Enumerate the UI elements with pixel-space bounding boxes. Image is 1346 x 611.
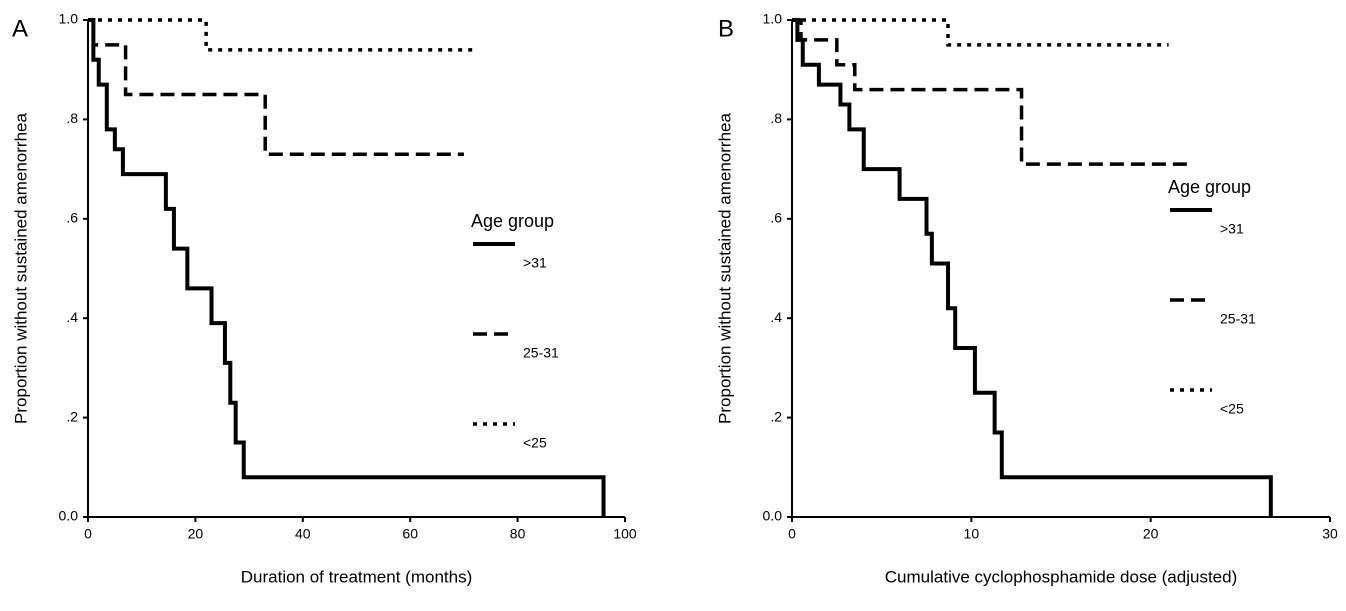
y-tick-label: .4	[66, 309, 78, 325]
y-tick-label: .6	[770, 210, 782, 226]
y-tick-label: .6	[66, 210, 78, 226]
survival-curve	[88, 18, 464, 156]
legend-label: >31	[1220, 221, 1244, 237]
panel-label: B	[718, 15, 734, 42]
x-tick-label: 20	[1143, 526, 1159, 542]
x-axis-label: Cumulative cyclophosphamide dose (adjust…	[885, 567, 1237, 586]
legend-label: 25-31	[523, 345, 559, 361]
y-tick-label: .2	[770, 408, 782, 424]
legend-label: <25	[523, 435, 547, 451]
y-tick-label: 1.0	[59, 11, 79, 27]
y-tick-label: .8	[770, 110, 782, 126]
legend-title: Age group	[471, 211, 554, 231]
y-tick-label: .8	[66, 110, 78, 126]
survival-curve	[792, 18, 1169, 47]
x-tick-label: 20	[188, 526, 204, 542]
survival-curve	[792, 18, 1273, 517]
legend-label: <25	[1220, 401, 1244, 417]
legend-label: 25-31	[1220, 311, 1256, 327]
legend-title: Age group	[1168, 177, 1251, 197]
survival-curve	[792, 18, 1191, 166]
x-tick-label: 100	[613, 526, 637, 542]
y-tick-label: .4	[770, 309, 782, 325]
x-tick-label: 80	[510, 526, 526, 542]
survival-curve	[88, 18, 606, 517]
x-tick-label: 10	[964, 526, 980, 542]
x-axis-label: Duration of treatment (months)	[241, 567, 472, 586]
x-tick-label: 40	[295, 526, 311, 542]
x-tick-label: 0	[84, 526, 92, 542]
legend-label: >31	[523, 255, 547, 271]
x-tick-label: 30	[1322, 526, 1338, 542]
y-axis-label: Proportion without sustained amenorrhea	[715, 113, 734, 424]
y-tick-label: 1.0	[763, 11, 783, 27]
y-tick-label: 0.0	[59, 508, 79, 524]
panel-label: A	[12, 15, 28, 42]
x-tick-label: 0	[788, 526, 796, 542]
y-tick-label: 0.0	[763, 508, 783, 524]
survival-curve	[88, 18, 475, 52]
x-tick-label: 60	[402, 526, 418, 542]
y-axis-label: Proportion without sustained amenorrhea	[11, 113, 30, 424]
y-tick-label: .2	[66, 408, 78, 424]
